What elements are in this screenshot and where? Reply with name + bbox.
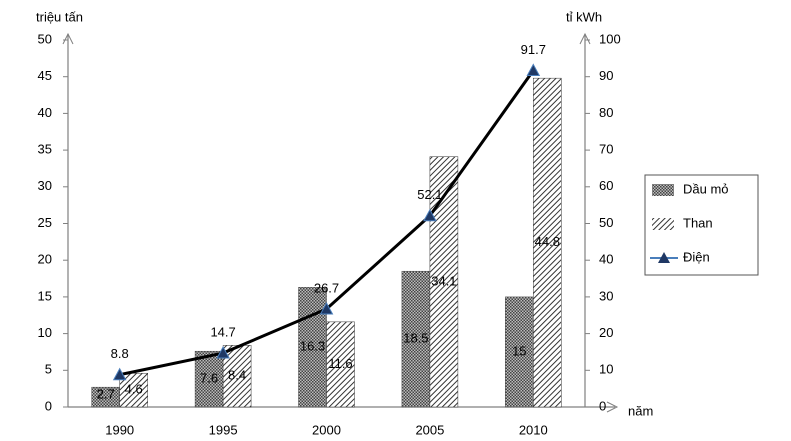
line-value-label: 8.8 xyxy=(111,346,129,361)
y-tick-label: 50 xyxy=(38,31,52,46)
y2-tick-label: 30 xyxy=(599,288,613,303)
y-tick-label: 45 xyxy=(38,68,52,83)
marker xyxy=(216,346,230,359)
bar-value-label: 34.1 xyxy=(431,273,456,288)
marker xyxy=(423,208,437,222)
legend-label: Than xyxy=(683,215,713,230)
y2-tick-label: 50 xyxy=(599,215,613,230)
y-arrow xyxy=(62,32,74,45)
bar-value-label: 2.7 xyxy=(97,386,115,401)
bar-value-label: 44.8 xyxy=(535,234,560,249)
bar-value-label: 7.6 xyxy=(200,371,218,386)
marker xyxy=(319,301,334,315)
bar-value-label: 11.6 xyxy=(328,356,352,371)
bar xyxy=(298,287,327,408)
x-tick-label: 1995 xyxy=(209,422,238,437)
y2-tick-label: 70 xyxy=(599,142,613,157)
y-tick-label: 40 xyxy=(38,105,52,120)
bar-value-label: 16.3 xyxy=(300,339,325,354)
y-tick-label: 5 xyxy=(45,362,52,377)
x-tick-label: 2010 xyxy=(519,422,548,437)
bar-value-label: 8.4 xyxy=(228,368,246,383)
legend-marker xyxy=(658,252,670,263)
legend-swatch xyxy=(652,218,674,230)
y2-tick-label: 20 xyxy=(599,325,613,340)
y2-tick-label: 40 xyxy=(599,252,613,267)
line-value-label: 91.7 xyxy=(521,42,546,57)
y-tick-label: 35 xyxy=(38,142,52,157)
y-tick-label: 10 xyxy=(38,325,52,340)
bar xyxy=(326,321,355,408)
x-tick-label: 2005 xyxy=(415,422,444,437)
y-tick-label: 20 xyxy=(38,252,52,267)
y2-tick-label: 90 xyxy=(599,68,613,83)
y2-arrow xyxy=(579,32,591,45)
legend-swatch xyxy=(652,184,674,196)
line-value-label: 26.7 xyxy=(314,280,339,295)
y-tick-label: 15 xyxy=(38,288,52,303)
bar-value-label: 4.6 xyxy=(125,382,143,397)
bar-value-label: 15 xyxy=(512,343,526,358)
y-tick-label: 25 xyxy=(38,215,52,230)
legend-label: Dầu mỏ xyxy=(683,181,729,196)
marker xyxy=(526,63,541,76)
bar xyxy=(533,77,562,408)
line-value-label: 52.1 xyxy=(417,187,442,202)
legend-label: Điện xyxy=(683,249,710,264)
bar-value-label: 18.5 xyxy=(403,331,428,346)
y-tick-label: 0 xyxy=(45,398,52,413)
bar xyxy=(401,270,431,408)
y2-tick-label: 80 xyxy=(599,105,613,120)
x-label: năm xyxy=(628,403,653,418)
y2-tick-label: 0 xyxy=(599,398,606,413)
y2-label: tỉ kWh xyxy=(566,9,602,24)
marker xyxy=(112,367,127,381)
y-tick-label: 30 xyxy=(38,178,52,193)
line-value-label: 14.7 xyxy=(210,324,235,339)
bar xyxy=(505,296,534,408)
x-tick-label: 1990 xyxy=(105,422,134,437)
y-label: triệu tấn xyxy=(36,9,83,24)
y2-tick-label: 100 xyxy=(599,31,621,46)
y2-tick-label: 10 xyxy=(599,362,613,377)
x-tick-label: 2000 xyxy=(312,422,341,437)
y2-tick-label: 60 xyxy=(599,178,613,193)
x-arrow xyxy=(606,401,619,413)
